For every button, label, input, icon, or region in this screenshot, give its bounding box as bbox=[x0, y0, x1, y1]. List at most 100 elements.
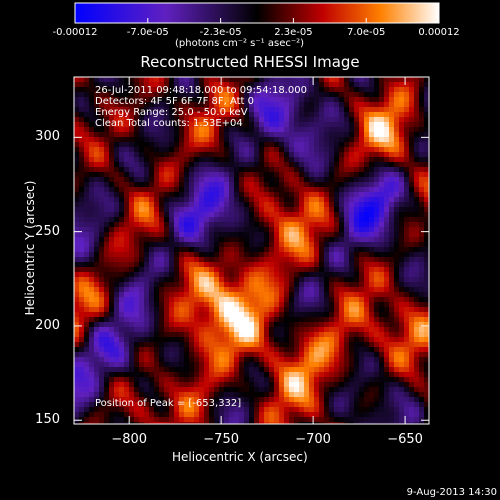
heatmap-cell bbox=[304, 297, 310, 303]
heatmap-cell bbox=[149, 347, 155, 353]
heatmap-cell bbox=[264, 287, 270, 293]
heatmap-cell bbox=[189, 207, 195, 213]
heatmap-cell bbox=[414, 302, 420, 308]
heatmap-cell bbox=[419, 122, 425, 128]
heatmap-cell bbox=[399, 257, 405, 263]
heatmap-cell bbox=[149, 227, 155, 233]
heatmap-cell bbox=[144, 417, 150, 423]
heatmap-cell bbox=[99, 382, 105, 388]
heatmap-cell bbox=[399, 237, 405, 243]
heatmap-cell bbox=[289, 147, 295, 153]
heatmap-cell bbox=[409, 372, 415, 378]
heatmap-cell bbox=[109, 242, 115, 248]
heatmap-cell bbox=[359, 322, 365, 328]
heatmap-cell bbox=[129, 112, 135, 118]
heatmap-cell bbox=[154, 177, 160, 183]
heatmap-cell bbox=[99, 312, 105, 318]
heatmap-cell bbox=[394, 167, 400, 173]
heatmap-cell bbox=[94, 252, 100, 258]
heatmap-cell bbox=[204, 157, 210, 163]
heatmap-cell bbox=[274, 372, 280, 378]
heatmap-cell bbox=[159, 372, 165, 378]
heatmap-cell bbox=[134, 167, 140, 173]
heatmap-cell bbox=[334, 222, 340, 228]
heatmap-cell bbox=[329, 327, 335, 333]
heatmap-cell bbox=[364, 82, 370, 88]
heatmap-cell bbox=[89, 307, 95, 313]
heatmap-cell bbox=[104, 357, 110, 363]
heatmap-cell bbox=[84, 372, 90, 378]
heatmap-cell bbox=[139, 317, 145, 323]
heatmap-cell bbox=[414, 277, 420, 283]
heatmap-cell bbox=[279, 402, 285, 408]
heatmap-cell bbox=[204, 227, 210, 233]
heatmap-cell bbox=[144, 132, 150, 138]
heatmap-cell bbox=[184, 77, 190, 83]
heatmap-cell bbox=[279, 132, 285, 138]
heatmap-cell bbox=[159, 352, 165, 358]
heatmap-cell bbox=[309, 277, 315, 283]
heatmap-cell bbox=[384, 167, 390, 173]
heatmap-cell bbox=[149, 137, 155, 143]
heatmap-cell bbox=[129, 307, 135, 313]
heatmap-cell bbox=[154, 312, 160, 318]
heatmap-cell bbox=[334, 397, 340, 403]
heatmap-cell bbox=[359, 117, 365, 123]
heatmap-cell bbox=[374, 342, 380, 348]
heatmap-cell bbox=[374, 162, 380, 168]
heatmap-cell bbox=[254, 342, 260, 348]
heatmap-cell bbox=[354, 257, 360, 263]
heatmap-cell bbox=[344, 282, 350, 288]
heatmap-cell bbox=[174, 127, 180, 133]
heatmap-cell bbox=[279, 417, 285, 423]
heatmap-cell bbox=[244, 172, 250, 178]
heatmap-cell bbox=[184, 302, 190, 308]
heatmap-cell bbox=[159, 267, 165, 273]
heatmap-cell bbox=[204, 277, 210, 283]
heatmap-cell bbox=[219, 222, 225, 228]
heatmap-cell bbox=[349, 142, 355, 148]
heatmap-cell bbox=[79, 342, 85, 348]
heatmap-cell bbox=[129, 127, 135, 133]
heatmap-cell bbox=[94, 107, 100, 113]
heatmap-cell bbox=[259, 227, 265, 233]
heatmap-cell bbox=[394, 127, 400, 133]
heatmap-cell bbox=[349, 347, 355, 353]
heatmap-cell bbox=[79, 307, 85, 313]
heatmap-cell bbox=[219, 372, 225, 378]
heatmap-cell bbox=[89, 117, 95, 123]
heatmap-cell bbox=[339, 252, 345, 258]
heatmap-cell bbox=[269, 412, 275, 418]
heatmap-cell bbox=[369, 82, 375, 88]
heatmap-cell bbox=[344, 237, 350, 243]
heatmap-cell bbox=[319, 392, 325, 398]
heatmap-cell bbox=[254, 417, 260, 423]
heatmap-cell bbox=[144, 212, 150, 218]
heatmap-cell bbox=[119, 162, 125, 168]
heatmap-cell bbox=[319, 307, 325, 313]
heatmap-cell bbox=[279, 112, 285, 118]
heatmap-cell bbox=[309, 232, 315, 238]
heatmap-cell bbox=[169, 372, 175, 378]
heatmap-cell bbox=[229, 337, 235, 343]
heatmap-cell bbox=[189, 152, 195, 158]
heatmap-cell bbox=[144, 302, 150, 308]
heatmap-cell bbox=[119, 217, 125, 223]
heatmap-cell bbox=[239, 302, 245, 308]
heatmap-cell bbox=[129, 82, 135, 88]
heatmap-cell bbox=[249, 267, 255, 273]
heatmap-cell bbox=[179, 177, 185, 183]
heatmap-cell bbox=[209, 207, 215, 213]
heatmap-cell bbox=[369, 217, 375, 223]
heatmap-cell bbox=[299, 302, 305, 308]
heatmap-cell bbox=[79, 317, 85, 323]
heatmap-cell bbox=[274, 77, 280, 83]
heatmap-cell bbox=[339, 417, 345, 423]
heatmap-cell bbox=[314, 342, 320, 348]
heatmap-cell bbox=[129, 352, 135, 358]
heatmap-cell bbox=[239, 202, 245, 208]
heatmap-cell bbox=[114, 117, 120, 123]
heatmap-cell bbox=[309, 192, 315, 198]
heatmap-cell bbox=[179, 152, 185, 158]
heatmap-cell bbox=[379, 407, 385, 413]
